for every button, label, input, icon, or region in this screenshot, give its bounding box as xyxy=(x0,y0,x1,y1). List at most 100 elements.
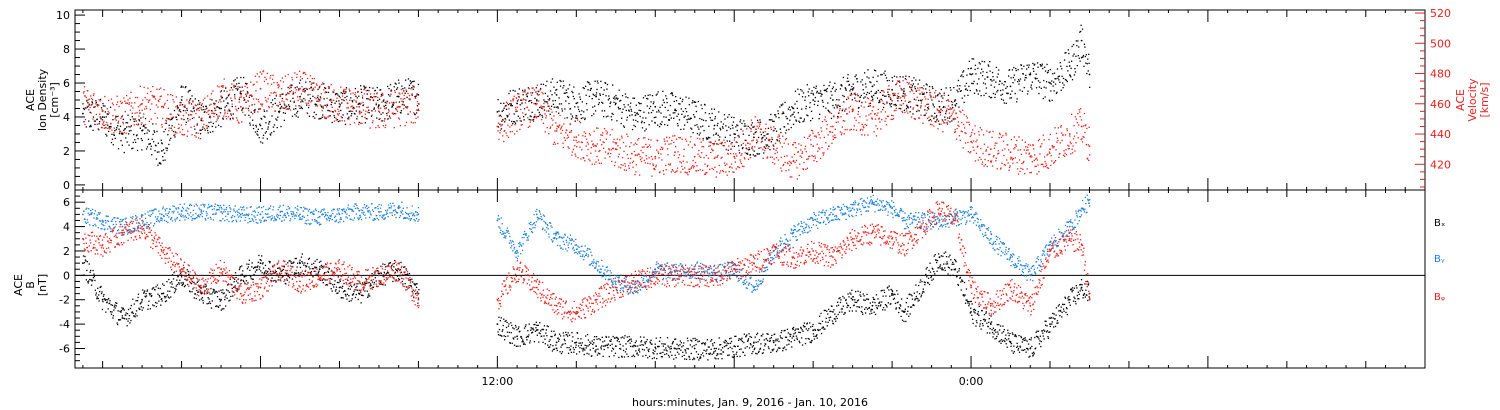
data-point xyxy=(107,124,109,126)
data-point xyxy=(111,133,113,135)
data-point xyxy=(629,114,631,117)
data-point xyxy=(533,116,536,118)
data-point xyxy=(202,99,204,101)
data-point xyxy=(540,119,543,121)
data-point xyxy=(790,162,792,164)
data-point xyxy=(1007,162,1009,164)
data-point xyxy=(225,115,227,118)
data-point xyxy=(342,91,345,93)
data-point xyxy=(1041,65,1043,67)
data-point xyxy=(89,271,91,273)
data-point xyxy=(171,118,173,121)
data-point xyxy=(678,119,681,121)
data-point xyxy=(549,346,551,348)
data-point xyxy=(927,117,929,119)
data-point xyxy=(207,297,209,299)
data-point xyxy=(403,94,405,97)
data-point xyxy=(210,93,213,95)
data-point xyxy=(322,107,324,109)
data-point xyxy=(611,129,613,131)
data-point xyxy=(909,100,911,103)
data-point xyxy=(234,272,237,274)
data-point xyxy=(126,325,128,327)
data-point xyxy=(768,119,771,121)
data-point xyxy=(86,269,88,272)
data-point xyxy=(782,135,784,137)
data-point xyxy=(404,87,406,89)
data-point xyxy=(369,127,371,129)
data-point xyxy=(254,266,256,269)
series-anchor-point xyxy=(259,124,262,127)
data-point xyxy=(409,80,411,82)
data-point xyxy=(955,103,958,105)
data-point xyxy=(840,116,842,118)
data-point xyxy=(721,170,724,172)
data-point xyxy=(166,294,168,296)
data-point xyxy=(174,132,177,134)
data-point xyxy=(969,73,971,75)
data-point xyxy=(182,86,184,88)
data-point xyxy=(864,101,867,103)
data-point xyxy=(579,122,582,124)
data-point xyxy=(628,109,630,111)
data-point xyxy=(757,127,760,129)
data-point xyxy=(531,332,533,334)
data-point xyxy=(198,137,200,139)
data-point xyxy=(1034,165,1036,168)
data-point xyxy=(226,284,229,286)
data-point xyxy=(841,110,843,112)
data-point xyxy=(688,97,690,99)
data-point xyxy=(740,144,743,146)
data-point xyxy=(1008,149,1010,151)
data-point xyxy=(663,101,665,104)
data-point xyxy=(277,267,279,269)
data-point xyxy=(852,83,854,85)
data-point xyxy=(165,120,168,122)
data-point xyxy=(220,126,222,128)
data-point xyxy=(196,123,198,125)
data-point xyxy=(180,282,182,284)
data-point xyxy=(317,88,319,91)
data-point xyxy=(91,280,93,282)
data-point xyxy=(380,272,383,275)
data-point xyxy=(269,77,271,79)
data-point xyxy=(1017,81,1019,83)
data-point xyxy=(530,329,532,331)
data-point xyxy=(570,351,573,353)
data-point xyxy=(371,281,374,283)
data-point xyxy=(197,132,199,134)
data-point xyxy=(1022,162,1024,164)
data-point xyxy=(786,117,789,120)
data-point xyxy=(273,272,275,274)
data-point xyxy=(87,282,89,284)
data-point xyxy=(756,140,759,142)
data-point xyxy=(680,128,682,131)
data-point xyxy=(824,116,826,118)
data-point xyxy=(702,137,704,140)
data-point xyxy=(891,103,893,105)
data-point xyxy=(162,159,164,162)
data-point xyxy=(992,156,995,158)
data-point xyxy=(996,142,998,144)
data-point xyxy=(182,281,184,284)
data-point xyxy=(754,155,756,157)
data-point xyxy=(716,171,718,173)
data-point xyxy=(554,333,556,335)
data-point xyxy=(761,138,763,140)
data-point xyxy=(362,109,365,111)
data-point xyxy=(728,171,730,173)
data-point xyxy=(375,280,377,282)
data-point xyxy=(789,164,791,166)
data-point xyxy=(1003,84,1005,86)
data-point xyxy=(393,101,395,104)
data-point xyxy=(127,320,129,322)
data-point xyxy=(341,297,343,299)
data-point xyxy=(248,105,250,107)
data-point xyxy=(197,103,199,105)
data-point xyxy=(355,100,357,102)
data-point xyxy=(132,107,134,109)
data-point xyxy=(811,90,813,92)
data-point xyxy=(93,106,95,108)
data-point xyxy=(601,134,603,136)
data-point xyxy=(176,118,178,121)
